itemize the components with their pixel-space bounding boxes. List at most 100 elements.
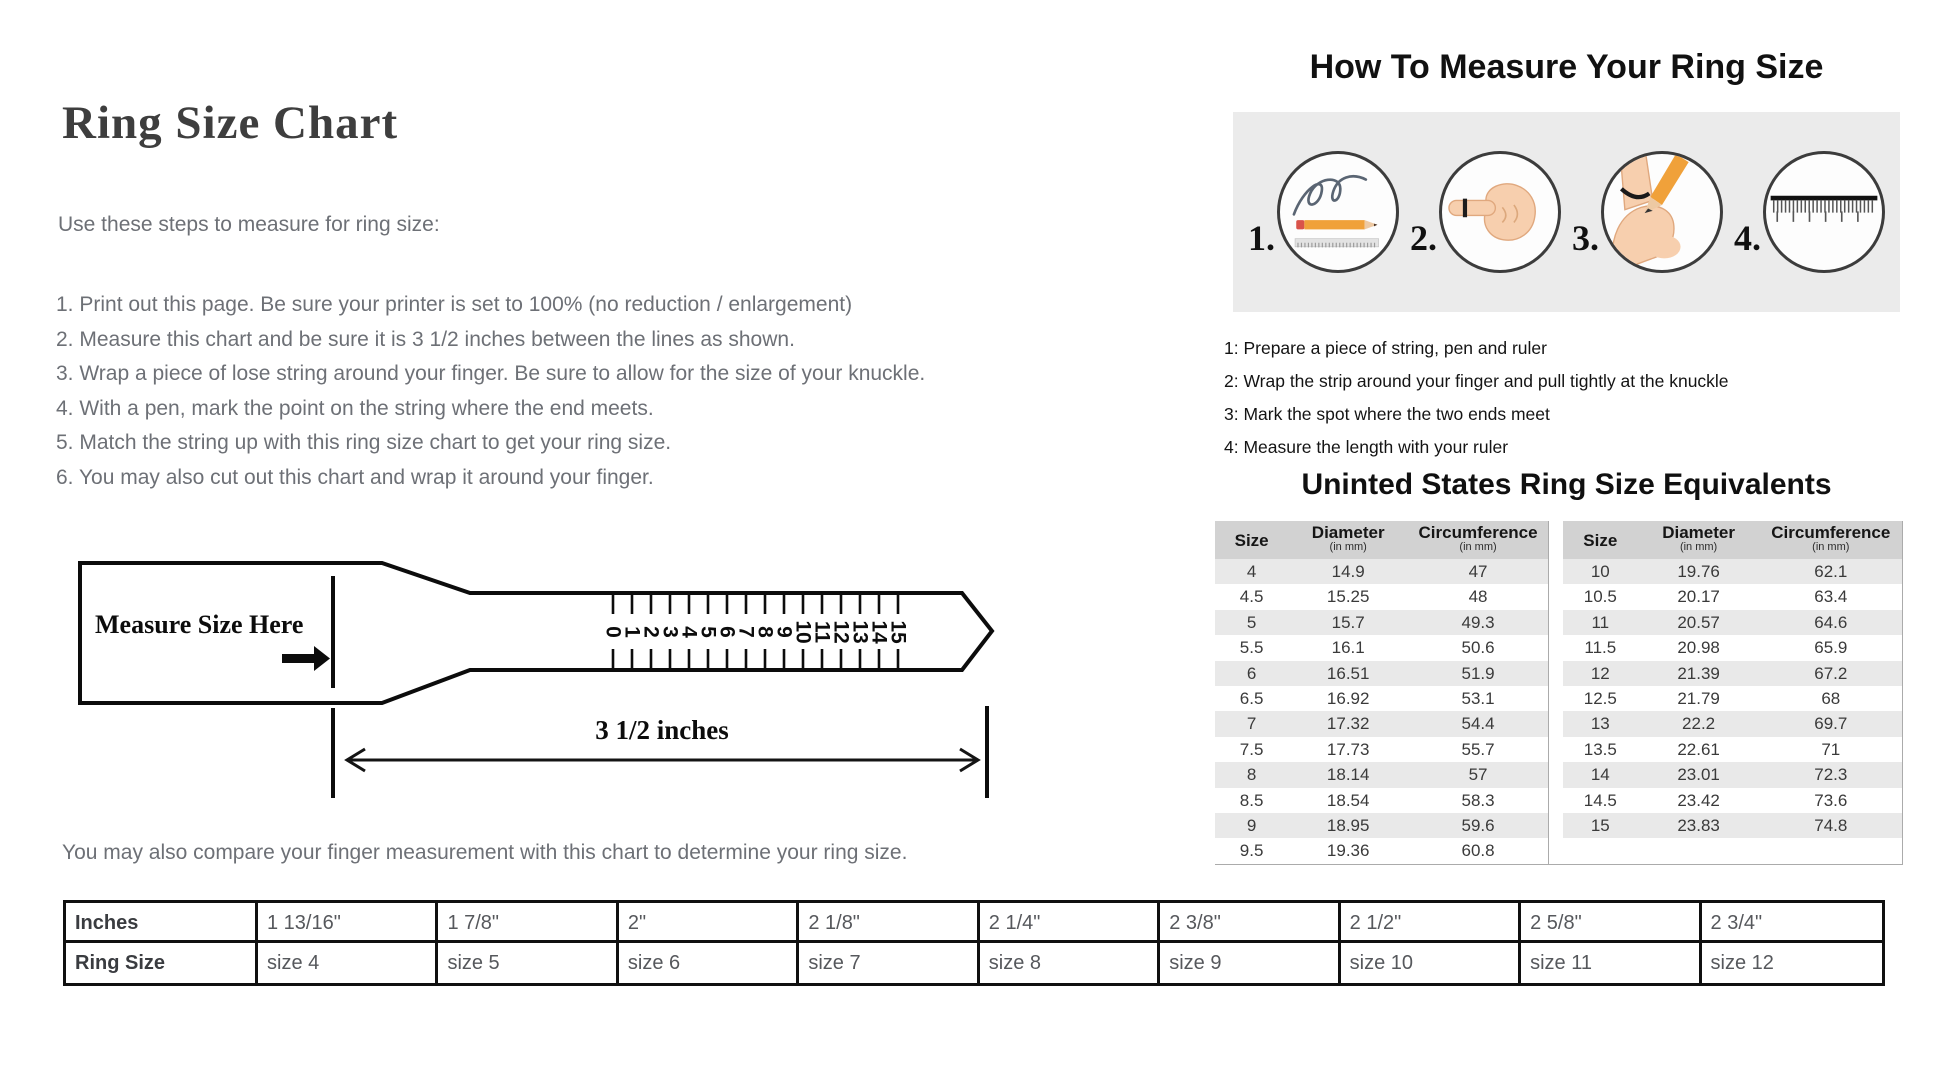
circumference-cell: 62.1 [1814,562,1848,581]
how-to-step-text: 2: Wrap the strip around your finger and… [1224,371,1729,391]
size-column-header: Size [1583,530,1618,550]
value-cell: 2 1/4" [979,903,1161,943]
table-row: 6 16.51 51.9 [1215,660,1548,686]
row-header-cell: Inches [66,903,258,943]
circumference-cell: 67.2 [1814,663,1848,683]
circumference-cell: 49.3 [1461,612,1495,632]
value-cell: size 11 [1521,943,1702,983]
table-row: 4 14.9 47 [1215,559,1548,585]
size-column-header: Size [1234,530,1269,550]
size-cell: 9 [1246,815,1257,835]
diameter-cell: 20.98 [1677,638,1720,658]
value-cell: 2 3/8" [1160,903,1341,943]
circumference-cell: 69.7 [1814,714,1848,734]
size-cell: 13 [1590,714,1610,734]
step-4-circle [1763,151,1885,273]
page-title: Ring Size Chart [62,97,399,149]
string-pen-ruler-icon [1292,175,1379,248]
diameter-cell: 21.79 [1677,688,1720,708]
table-row: 11 20.57 64.6 [1563,609,1902,636]
how-to-step-2: 2. [1410,151,1561,273]
size-cell: 7 [1246,714,1257,734]
diameter-cell: 18.14 [1326,765,1370,785]
measure-step: 4. With a pen, mark the point on the str… [56,396,654,420]
size-cell: 14.5 [1583,790,1617,810]
circumference-cell: 47 [1468,562,1488,581]
circumference-cell: 74.8 [1814,815,1848,835]
diameter-cell: 20.57 [1677,612,1720,632]
value-cell: size 8 [980,943,1161,983]
circumference-cell: 48 [1468,587,1488,607]
diameter-cell: 17.32 [1326,714,1370,734]
sizer-tick-label: 4 [678,626,701,638]
size-cell: 11.5 [1584,638,1617,658]
circumference-cell: 73.6 [1814,790,1848,810]
ring-sizer-diagram: Measure Size Here 0123456789101112131415… [78,561,995,798]
diameter-cell: 21.39 [1677,663,1720,683]
value-cell: size 7 [799,943,980,983]
how-to-step-4: 4. [1734,151,1885,273]
measure-step: 6. You may also cut out this chart and w… [56,465,654,489]
circumference-cell: 71 [1821,739,1841,759]
value-cell: 1 7/8" [438,903,619,943]
equivalents-table-right: Size Diameter (in mm) Circumference (in … [1563,521,1903,864]
value-cell: size 12 [1710,952,1774,974]
how-to-step-text: 3: Mark the spot where the two ends meet [1224,404,1550,424]
diameter-cell: 14.9 [1331,562,1365,581]
measure-step: 3. Wrap a piece of lose string around yo… [56,362,926,385]
table-body-right: 10 19.76 62.1 10.5 20.17 63.4 11 20.57 64.6 11.5 2… [1563,559,1902,839]
value-cell: size 10 [1341,943,1522,983]
diameter-cell: 23.83 [1677,815,1720,835]
sizer-tick-label: 14 [868,620,891,644]
comparison-table: Inches 1 13/16" 1 7/8" 2" 2 1/8" 2 1/4" 2 3/8"… [63,900,1885,986]
circumference-cell: 57 [1468,765,1488,785]
size-cell: 10.5 [1583,587,1617,607]
circumference-cell: 72.3 [1814,765,1848,785]
size-cell: 12 [1590,663,1610,683]
table-row: 6.5 16.92 53.1 [1215,686,1548,711]
circumference-cell: 51.9 [1461,663,1495,683]
table-row: 9.5 19.36 60.8 [1215,838,1548,863]
table-row: 11.5 20.98 65.9 [1563,635,1902,660]
measure-steps-list: 1. Print out this page. Be sure your pri… [56,288,925,495]
step-2-circle [1439,151,1561,273]
measure-step: 2. Measure this chart and be sure it is … [56,327,795,351]
circumference-cell: 55.7 [1461,739,1495,759]
mark-string-icon [1611,154,1689,270]
table-row: 12 21.39 67.2 [1563,660,1902,686]
value-cell: 2" [618,903,800,943]
diameter-cell: 19.36 [1326,841,1370,861]
step-4-number: 4. [1734,218,1761,258]
table-row: 13 22.2 69.7 [1563,711,1902,737]
value-cell: 2 1/2" [1340,903,1522,943]
step-3-circle [1601,151,1723,273]
size-cell: 11 [1591,612,1610,632]
value-cell: size 5 [438,943,619,983]
string-on-finger-icon [1448,183,1536,241]
sizer-tick-label: 5 [697,626,720,638]
right-arrow-icon [282,646,330,671]
step-2-number: 2. [1410,218,1437,258]
step-3-number: 3. [1572,218,1599,258]
circumference-cell: 60.8 [1461,841,1495,861]
table-row: 8 18.14 57 [1215,762,1548,788]
size-cell: 5.5 [1239,638,1264,658]
table-row: 5.5 16.1 50.6 [1215,635,1548,660]
measure-size-here-label: Measure Size Here [95,610,303,639]
ruler-icon [1770,195,1878,222]
equivalents-title: Uninted States Ring Size Equivalents [1301,468,1832,501]
circumference-cell: 54.4 [1461,714,1495,734]
sizer-tick-label: 1 [621,626,644,638]
diameter-cell: 19.76 [1677,562,1720,581]
sizer-tick-label: 3 [659,626,682,638]
size-cell: 8.5 [1239,790,1264,810]
circumference-cell: 50.6 [1461,638,1495,658]
size-cell: 6.5 [1239,688,1264,708]
sizer-tick-label: 12 [830,620,853,643]
size-cell: 6 [1246,663,1257,683]
value-cell: size 6 [619,943,800,983]
table-row: 14 23.01 72.3 [1563,762,1902,788]
size-cell: 9.5 [1239,841,1264,861]
diameter-cell: 17.73 [1326,739,1370,759]
